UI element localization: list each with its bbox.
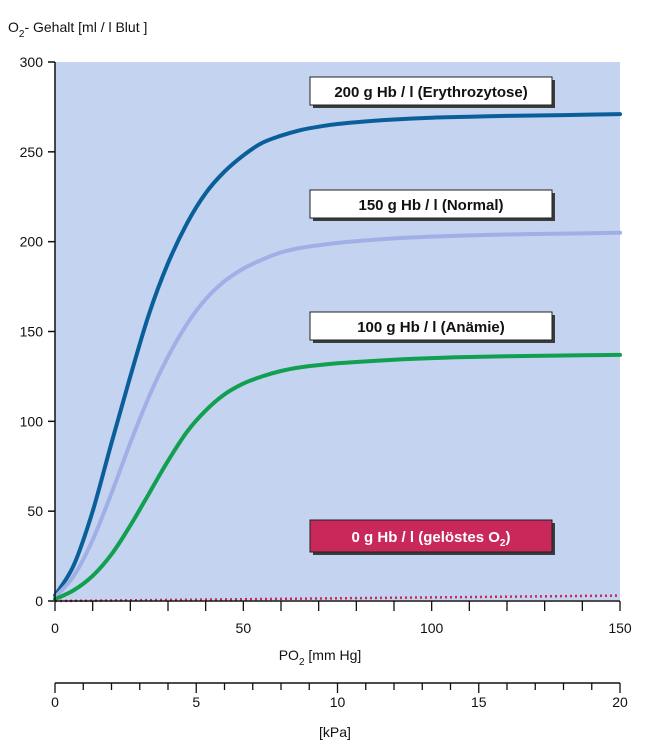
curve-label-text: 150 g Hb / l (Normal) (358, 197, 503, 214)
secondary-x-tick-label: 10 (330, 694, 346, 710)
x-tick-label: 50 (236, 620, 252, 636)
x-axis-title-main: PO (279, 647, 299, 663)
secondary-x-axis-ticks: 0 5 10 15 20 (51, 683, 628, 710)
x-tick-label: 150 (608, 620, 632, 636)
y-axis-ticks: 0 50 100 150 200 250 300 (20, 54, 55, 609)
curve-label-box-1 (309, 76, 553, 106)
y-axis-title-sub: 2 (19, 29, 25, 40)
secondary-x-tick-label: 5 (192, 694, 200, 710)
curve-label-box-4 (309, 519, 553, 553)
x-tick-label: 100 (420, 620, 444, 636)
x-tick-label: 0 (51, 620, 59, 636)
curve-labels: 200 g Hb / l (Erythrozytose) 150 g Hb / l… (309, 76, 555, 555)
y-tick-label: 150 (20, 324, 44, 340)
y-tick-label: 300 (20, 54, 44, 70)
curves (53, 112, 622, 603)
secondary-x-axis-title: [kPa] (319, 724, 351, 740)
curve-label-1: 200 g Hb / l (Erythrozytose) (334, 84, 527, 101)
curve-label-end: ) (505, 529, 510, 546)
curve-label-3: 100 g Hb / l (Anämie) (357, 319, 505, 336)
curve-label-box-3 (309, 311, 553, 341)
y-axis-title-main: O (8, 19, 19, 35)
secondary-x-tick-label: 15 (471, 694, 487, 710)
x-axis-title: PO2 [mm Hg] (279, 647, 362, 668)
curve-label-box-2 (309, 189, 553, 219)
y-tick-label: 200 (20, 234, 44, 250)
curve-series-3 (53, 352, 622, 602)
x-axis-ticks: 0 50 100 150 (51, 601, 632, 636)
curve-series-1 (53, 112, 622, 598)
y-axis-title: O2- Gehalt [ml / l Blut ] (8, 19, 147, 40)
y-tick-label: 100 (20, 413, 44, 429)
curve-series-4 (54, 594, 621, 603)
y-axis-title-rest: - Gehalt [ml / l Blut ] (24, 19, 147, 35)
curve-label-text: 0 g Hb / l (gelöstes O (352, 529, 501, 546)
curve-label-text: 100 g Hb / l (Anämie) (357, 319, 505, 336)
curve-series-2 (53, 230, 622, 600)
secondary-x-tick-label: 20 (612, 694, 628, 710)
y-tick-label: 50 (27, 503, 43, 519)
y-tick-label: 250 (20, 144, 44, 160)
y-tick-label: 0 (35, 593, 43, 609)
curve-label-subscript: 2 (500, 538, 506, 549)
curve-label-2: 150 g Hb / l (Normal) (358, 197, 503, 214)
x-axis-title-rest: [mm Hg] (305, 647, 362, 663)
secondary-x-tick-label: 0 (51, 694, 59, 710)
x-axis-title-sub: 2 (299, 657, 305, 668)
curve-label-4: 0 g Hb / l (gelöstes O2) (352, 529, 511, 549)
curve-label-text: 200 g Hb / l (Erythrozytose) (334, 84, 527, 101)
